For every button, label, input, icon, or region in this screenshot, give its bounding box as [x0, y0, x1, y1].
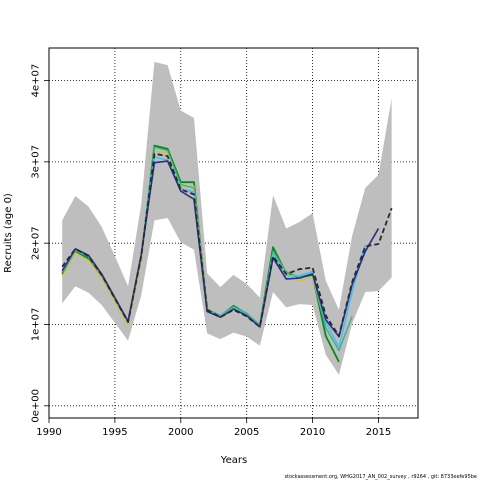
y-tick-label-3: 3e+07	[31, 145, 42, 179]
axis-ticks	[44, 80, 379, 423]
series-lines	[61, 144, 393, 363]
confidence-band	[62, 61, 392, 375]
y-axis-title: Recruits (age 0)	[3, 193, 14, 273]
x-axis-title: Years	[220, 455, 247, 466]
x-tick-label-4: 2010	[300, 427, 325, 438]
y-tick-label-0: 0e+00	[31, 389, 42, 423]
x-tick-label-2: 2000	[168, 427, 193, 438]
series-line-4	[61, 160, 380, 338]
x-tick-label-1: 1995	[102, 427, 127, 438]
y-tick-label-1: 1e+07	[31, 308, 42, 342]
x-tick-label-3: 2005	[234, 427, 259, 438]
series-line-1	[61, 150, 327, 328]
x-tick-label-5: 2015	[366, 427, 391, 438]
y-tick-label-2: 2e+07	[31, 226, 42, 260]
x-tick-label-0: 1990	[36, 427, 61, 438]
series-line-5	[61, 152, 393, 337]
y-tick-label-4: 4e+07	[31, 64, 42, 98]
footer-note: stockassessment.org, WHG2017_AN_002_surv…	[284, 474, 477, 480]
axis-tick-labels: 1990 1995 2000 2005 2010 2015 0e+00 1e+07 2e+07 3…	[31, 64, 392, 438]
plot-frame	[48, 47, 419, 419]
